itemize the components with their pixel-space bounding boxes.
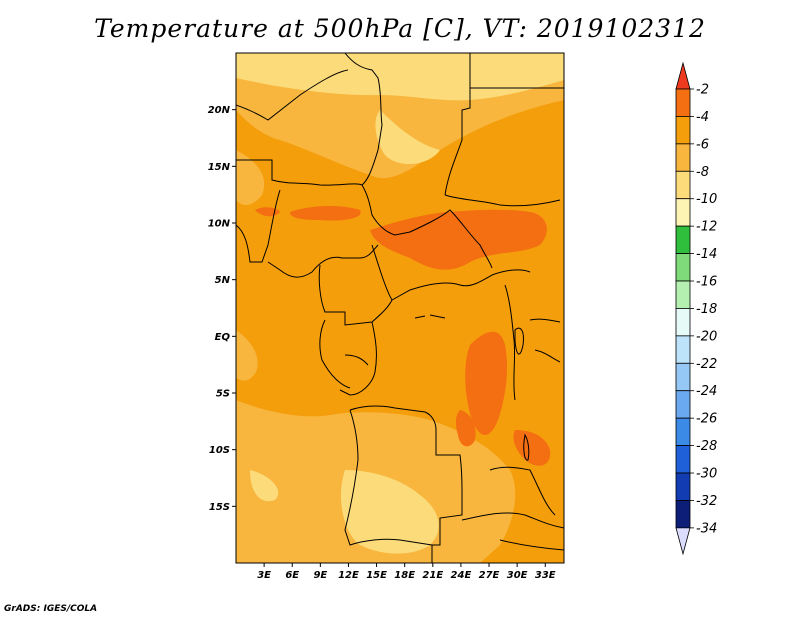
lat-label: 10N bbox=[208, 219, 231, 230]
colorbar-segment bbox=[675, 143, 691, 172]
lon-label: 27E bbox=[479, 570, 500, 581]
border-gabon bbox=[319, 319, 351, 389]
border-car-1 bbox=[371, 244, 531, 301]
border-congo-1 bbox=[339, 321, 377, 396]
border-north-2 bbox=[444, 53, 471, 196]
lon-label: 21E bbox=[422, 570, 443, 581]
colorbar-label: -26 bbox=[696, 412, 717, 427]
colorbar-segment bbox=[675, 472, 691, 501]
field-southwest-cold bbox=[340, 470, 439, 554]
map-frame bbox=[235, 52, 565, 564]
field-north-cool-2 bbox=[236, 150, 265, 205]
lon-label: 30E bbox=[507, 570, 528, 581]
colorbar-segment bbox=[675, 335, 691, 364]
field-southwest-cold-2 bbox=[250, 470, 279, 502]
border-west-1 bbox=[236, 189, 281, 263]
colorbar-label: -12 bbox=[696, 220, 717, 235]
colorbar-segment bbox=[675, 362, 691, 392]
credit-text: GrADS: IGES/COLA bbox=[4, 604, 98, 614]
colorbar-label: -28 bbox=[696, 439, 717, 454]
lat-label: 20N bbox=[208, 105, 231, 116]
colorbar-segment bbox=[675, 88, 691, 117]
chart-title: Temperature at 500hPa [C], VT: 201910231… bbox=[94, 14, 706, 43]
lat-label: 10S bbox=[209, 445, 230, 456]
border-congo-2 bbox=[344, 354, 369, 366]
border-west-2 bbox=[267, 244, 379, 278]
country-borders bbox=[236, 53, 564, 563]
border-east-3 bbox=[534, 349, 561, 363]
colorbar-label: -24 bbox=[696, 384, 717, 399]
lon-label: 6E bbox=[285, 570, 299, 581]
lake-3 bbox=[414, 314, 446, 319]
lon-label: 9E bbox=[313, 570, 327, 581]
lon-label: 18E bbox=[394, 570, 415, 581]
lat-label: 15S bbox=[209, 502, 230, 513]
border-car-2 bbox=[318, 264, 393, 326]
temperature-field bbox=[236, 53, 564, 563]
lon-label: 15E bbox=[366, 570, 387, 581]
colorbar-label: -14 bbox=[696, 247, 717, 262]
field-basin-warm bbox=[465, 331, 508, 435]
colorbar-triangle-bottom bbox=[675, 527, 691, 556]
border-south-1 bbox=[461, 512, 564, 529]
lake-2 bbox=[523, 433, 530, 461]
colorbar-triangle-top bbox=[675, 61, 691, 90]
colorbar-label: -8 bbox=[696, 165, 709, 180]
colorbar-label: -10 bbox=[696, 192, 717, 207]
border-angola bbox=[344, 409, 433, 546]
border-chad bbox=[361, 184, 493, 269]
colorbar-segment bbox=[675, 445, 691, 474]
border-nw-1 bbox=[236, 69, 349, 121]
lon-label: 12E bbox=[338, 570, 359, 581]
field-basin-warm-2 bbox=[455, 410, 476, 447]
border-east-1 bbox=[504, 284, 516, 401]
border-north-1 bbox=[344, 53, 383, 186]
lat-label: EQ bbox=[215, 332, 231, 343]
colorbar-segment bbox=[675, 390, 691, 419]
lake-1 bbox=[514, 327, 524, 355]
latitude-axis: 20N 15N 10N 5N EQ 5S 10S 15S bbox=[208, 105, 236, 513]
lat-label: 5N bbox=[215, 275, 231, 286]
colorbar-label: -18 bbox=[696, 302, 717, 317]
lon-label: 3E bbox=[257, 570, 271, 581]
colorbar-segment bbox=[675, 308, 691, 337]
colorbar-label: -34 bbox=[696, 521, 717, 536]
colorbar-label: -30 bbox=[696, 467, 717, 482]
field-north-cold-2 bbox=[375, 110, 440, 165]
field-east-warm bbox=[513, 430, 551, 466]
colorbar-label: -2 bbox=[696, 83, 709, 98]
colorbar-segment bbox=[675, 116, 691, 145]
border-drc-2 bbox=[431, 490, 463, 563]
colorbar-label: -22 bbox=[696, 357, 717, 372]
colorbar-segment bbox=[675, 253, 691, 282]
field-central-warm bbox=[370, 209, 547, 270]
colorbar: -2 -4 -6 -8 -10 -12 -14 -16 -18 -20 -22 -24 -26 -28 -3… bbox=[675, 61, 717, 556]
colorbar-segment bbox=[675, 417, 691, 446]
longitude-axis: 3E 6E 9E 12E 15E 18E 21E 24E 27E 30E 33E bbox=[257, 563, 556, 581]
colorbar-segment bbox=[675, 170, 691, 200]
field-nw-warm bbox=[290, 206, 361, 221]
colorbar-segment bbox=[675, 225, 691, 254]
field-west-cool bbox=[236, 330, 258, 381]
border-south-2 bbox=[499, 539, 564, 551]
border-sudan bbox=[444, 194, 561, 207]
field-north-cold bbox=[236, 53, 564, 101]
lat-label: 5S bbox=[216, 389, 230, 400]
lon-label: 24E bbox=[451, 570, 472, 581]
colorbar-label: -4 bbox=[696, 110, 709, 125]
lon-label: 33E bbox=[535, 570, 556, 581]
border-nw-2 bbox=[236, 159, 363, 186]
border-east-4 bbox=[489, 466, 556, 516]
colorbar-label: -6 bbox=[696, 137, 709, 152]
border-drc-1 bbox=[349, 405, 463, 491]
colorbar-label: -16 bbox=[696, 275, 717, 290]
colorbar-label: -32 bbox=[696, 494, 717, 509]
colorbar-segment bbox=[675, 198, 691, 227]
colorbar-label: -20 bbox=[696, 329, 717, 344]
lat-label: 15N bbox=[208, 162, 231, 173]
colorbar-segment bbox=[675, 500, 691, 529]
border-east-2 bbox=[529, 318, 561, 323]
colorbar-segment bbox=[675, 280, 691, 309]
